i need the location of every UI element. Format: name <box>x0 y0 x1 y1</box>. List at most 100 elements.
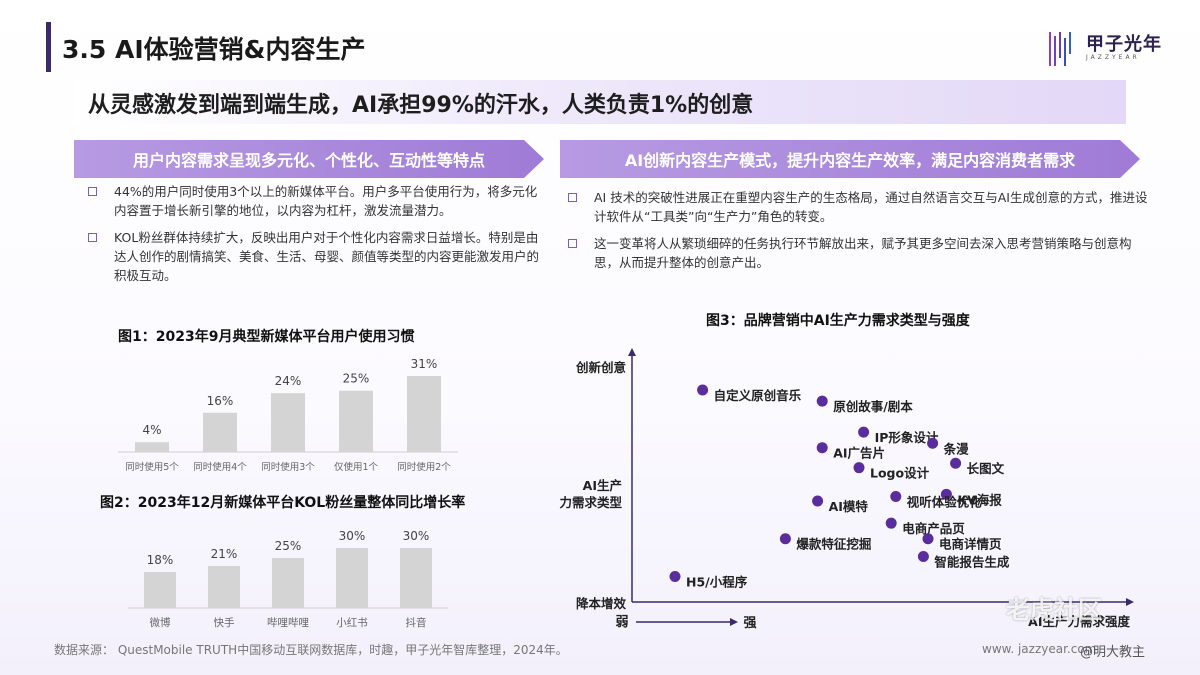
scatter-point <box>885 517 897 529</box>
y-axis-label-line1: AI生产 <box>583 478 622 493</box>
point-label: 电商产品页 <box>902 521 965 536</box>
figure2-bar-chart: 18% 微博 21% 快手 25% 哔哩哔哩 30% 小红书 30% 抖音 <box>128 529 448 629</box>
category-label: 抖音 <box>406 616 427 629</box>
scatter-point <box>779 533 791 545</box>
author-watermark: @明大教主 <box>1080 645 1146 660</box>
bar <box>336 548 368 608</box>
bar <box>272 558 304 608</box>
data-source-note: 数据来源： QuestMobile TRUTH中国移动互联网数据库，时趣，甲子光… <box>54 643 568 657</box>
point-label: KV海报 <box>957 492 1002 507</box>
bar <box>400 548 432 608</box>
x-axis-strong-label: 强 <box>743 616 756 631</box>
bar-value-label: 30% <box>403 529 430 543</box>
left-section-banner: 用户内容需求呈现多元化、个性化、互动性等特点 <box>74 140 544 178</box>
figure1-title: 图1：2023年9月典型新媒体平台用户使用习惯 <box>118 329 415 345</box>
point-label: 原创故事/剧本 <box>833 399 913 414</box>
bar <box>208 566 240 608</box>
figure3-title: 图3：品牌营销中AI生产力需求类型与强度 <box>706 313 970 329</box>
scatter-point <box>853 462 865 474</box>
scatter-point <box>697 384 709 396</box>
scatter-point <box>890 491 902 503</box>
point-label: H5/小程序 <box>686 574 748 589</box>
right-section-banner: AI创新内容生产模式，提升内容生产效率，满足内容消费者需求 <box>560 140 1140 178</box>
bullet-item: 这一变革将人从繁琐细碎的任务执行环节解放出来，赋予其更多空间去深入思考营销策略与… <box>568 234 1150 272</box>
bar <box>407 376 441 452</box>
category-label: 同时使用3个 <box>261 461 315 473</box>
bar-value-label: 31% <box>411 357 438 371</box>
logo-name: 甲子光年 <box>1086 34 1162 55</box>
scatter-point <box>950 457 962 469</box>
point-label: 长图文 <box>967 461 1005 476</box>
category-label: 小红书 <box>336 616 368 629</box>
bar <box>271 393 305 452</box>
bar <box>203 412 237 452</box>
x-axis-end-label: AI生产力需求强度 <box>1028 614 1130 629</box>
bullet-box-icon <box>88 233 97 242</box>
point-label: 电商详情页 <box>939 537 1002 552</box>
bar-value-label: 24% <box>275 374 302 388</box>
category-label: 同时使用2个 <box>397 461 451 473</box>
slide-subtitle: 从灵感激发到端到端生成，AI承担99%的汗水，人类负责1%的创意 <box>74 80 1126 124</box>
category-label: 同时使用5个 <box>125 461 179 473</box>
scatter-point <box>922 533 934 545</box>
point-label: 智能报告生成 <box>933 554 1010 569</box>
scatter-point <box>816 442 828 454</box>
bullet-text: AI 技术的突破性进展正在重塑内容生产的生态格局，通过自然语言交互与AI生成创意… <box>594 190 1148 224</box>
bullet-item: AI 技术的突破性进展正在重塑内容生产的生态格局，通过自然语言交互与AI生成创意… <box>568 188 1150 226</box>
brand-logo: 甲子光年 JAZZYEAR <box>1048 26 1168 70</box>
bar <box>135 442 169 452</box>
figure1-bar-chart: 4% 同时使用5个 16% 同时使用4个 24% 同时使用3个 25% 仅使用1个 31% 同时使… <box>118 357 458 473</box>
bullet-item: 44%的用户同时使用3个以上的新媒体平台。用户多平台使用行为，将多元化内容置于增… <box>88 182 548 220</box>
page-title: 3.5 AI体验营销&内容生产 <box>62 35 366 64</box>
point-label: AI广告片 <box>833 446 885 461</box>
title-accent-bar <box>46 22 51 72</box>
scatter-point <box>858 426 870 438</box>
strength-arrow-icon <box>730 618 738 626</box>
y-axis-top-label: 创新创意 <box>575 360 626 375</box>
logo-bars-icon <box>1049 32 1071 66</box>
left-bullet-list: 44%的用户同时使用3个以上的新媒体平台。用户多平台使用行为，将多元化内容置于增… <box>88 182 548 293</box>
bullet-text: KOL粉丝群体持续扩大，反映出用户对于个性化内容需求日益增长。特别是由达人创作的… <box>114 230 540 283</box>
scatter-point <box>940 488 952 500</box>
point-label: IP形象设计 <box>875 430 939 445</box>
point-label: 爆款特征挖掘 <box>796 537 871 552</box>
category-label: 仅使用1个 <box>334 461 379 473</box>
category-label: 哔哩哔哩 <box>267 616 309 629</box>
y-axis-arrow-icon <box>628 348 636 356</box>
point-label: Logo设计 <box>870 466 930 481</box>
logo-sub: JAZZYEAR <box>1086 54 1140 61</box>
bar-value-label: 21% <box>211 547 238 561</box>
x-axis-arrow-icon <box>1126 598 1134 606</box>
category-label: 同时使用4个 <box>193 461 247 473</box>
community-watermark: 老虎社区 <box>1006 596 1102 624</box>
bullet-text: 这一变革将人从繁琐细碎的任务执行环节解放出来，赋予其更多空间去深入思考营销策略与… <box>594 236 1132 270</box>
bullet-box-icon <box>88 187 97 196</box>
scatter-point <box>812 495 824 507</box>
x-axis-weak-label: 弱 <box>615 614 628 630</box>
point-label: 自定义原创音乐 <box>714 388 802 403</box>
bar-value-label: 4% <box>142 423 161 437</box>
bullet-item: KOL粉丝群体持续扩大，反映出用户对于个性化内容需求日益增长。特别是由达人创作的… <box>88 228 548 285</box>
bar-value-label: 16% <box>207 394 234 408</box>
scatter-point <box>669 570 681 582</box>
scatter-point <box>917 550 929 562</box>
y-axis-bottom-label: 降本增效 <box>576 596 627 611</box>
scatter-point <box>816 395 828 407</box>
category-label: 快手 <box>214 616 235 629</box>
bullet-box-icon <box>568 239 577 248</box>
point-label: 视听体验优化 <box>907 495 983 510</box>
bar <box>339 390 373 452</box>
category-label: 微博 <box>150 616 171 629</box>
point-label: AI模特 <box>829 499 869 514</box>
y-axis-label-line2: 力需求类型 <box>559 495 622 510</box>
bar <box>144 572 176 608</box>
bar-value-label: 30% <box>339 529 366 543</box>
scatter-point <box>927 437 939 449</box>
bar-value-label: 18% <box>147 553 174 567</box>
bar-value-label: 25% <box>343 372 370 386</box>
figure2-title: 图2：2023年12月新媒体平台KOL粉丝量整体同比增长率 <box>100 495 466 511</box>
bullet-text: 44%的用户同时使用3个以上的新媒体平台。用户多平台使用行为，将多元化内容置于增… <box>114 184 538 218</box>
footer-url[interactable]: www. jazzyear.com <box>982 642 1097 656</box>
